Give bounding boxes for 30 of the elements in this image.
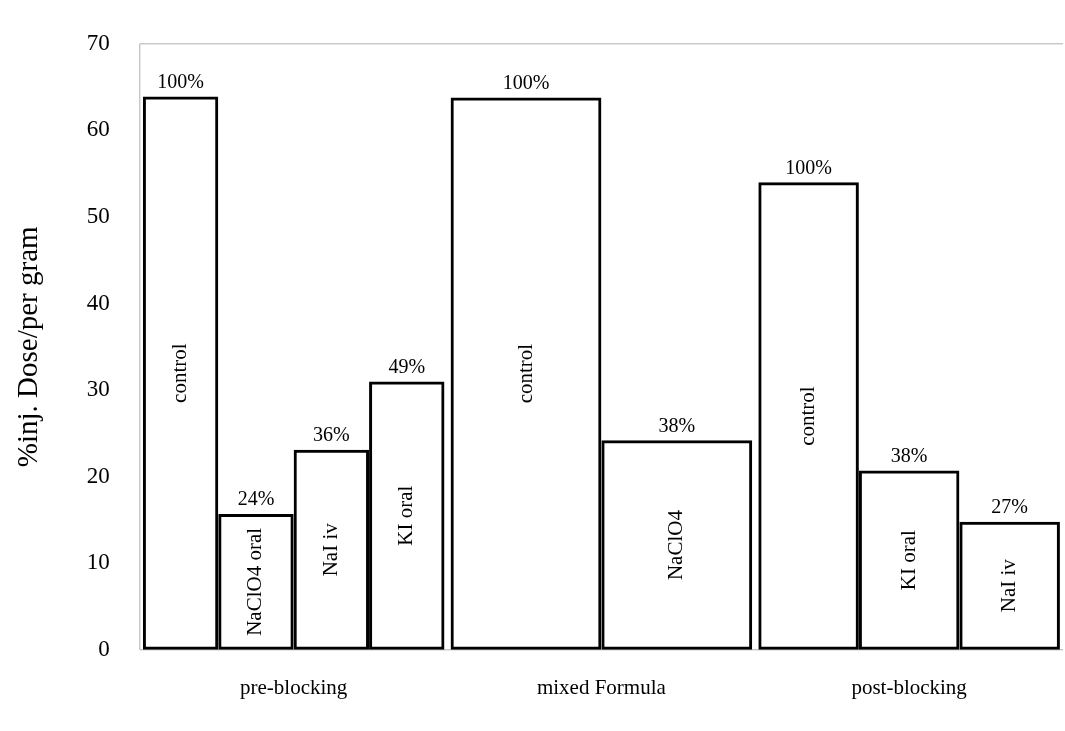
annotation: control bbox=[795, 386, 820, 446]
annotation: control bbox=[512, 343, 537, 404]
y-tick-label: 10 bbox=[86, 549, 110, 575]
annotation: 27% bbox=[991, 494, 1028, 517]
annotation: KI oral bbox=[895, 530, 920, 591]
annotation: 49% bbox=[388, 354, 426, 377]
annotation: NaClO4 bbox=[663, 509, 688, 581]
annotation: 36% bbox=[313, 423, 350, 446]
annotation: control bbox=[167, 343, 192, 403]
annotation: 38% bbox=[890, 443, 928, 466]
annotation: KI oral bbox=[393, 485, 418, 546]
annotation: 100% bbox=[157, 69, 204, 92]
x-tick-label: pre-blocking bbox=[240, 674, 348, 699]
y-axis-title: %inj. Dose/per gram bbox=[11, 225, 44, 468]
annotation: 100% bbox=[785, 155, 832, 178]
annotation: 100% bbox=[502, 70, 550, 93]
annotation: 38% bbox=[658, 413, 696, 436]
annotation: NaI iv bbox=[317, 522, 342, 577]
y-tick-label: 20 bbox=[86, 462, 110, 488]
x-tick-label: post-blocking bbox=[851, 674, 968, 699]
annotation: NaI iv bbox=[996, 558, 1021, 613]
y-tick-label: 30 bbox=[86, 376, 110, 402]
y-tick-label: 40 bbox=[86, 289, 110, 315]
y-tick-label: 0 bbox=[98, 635, 110, 661]
y-tick-label: 60 bbox=[86, 116, 110, 142]
annotation: NaClO4 oral bbox=[242, 527, 267, 636]
x-tick-label: mixed Formula bbox=[536, 674, 667, 699]
y-tick-label: 50 bbox=[86, 202, 110, 228]
annotation: 24% bbox=[237, 487, 275, 510]
y-tick-label: 70 bbox=[86, 29, 110, 55]
